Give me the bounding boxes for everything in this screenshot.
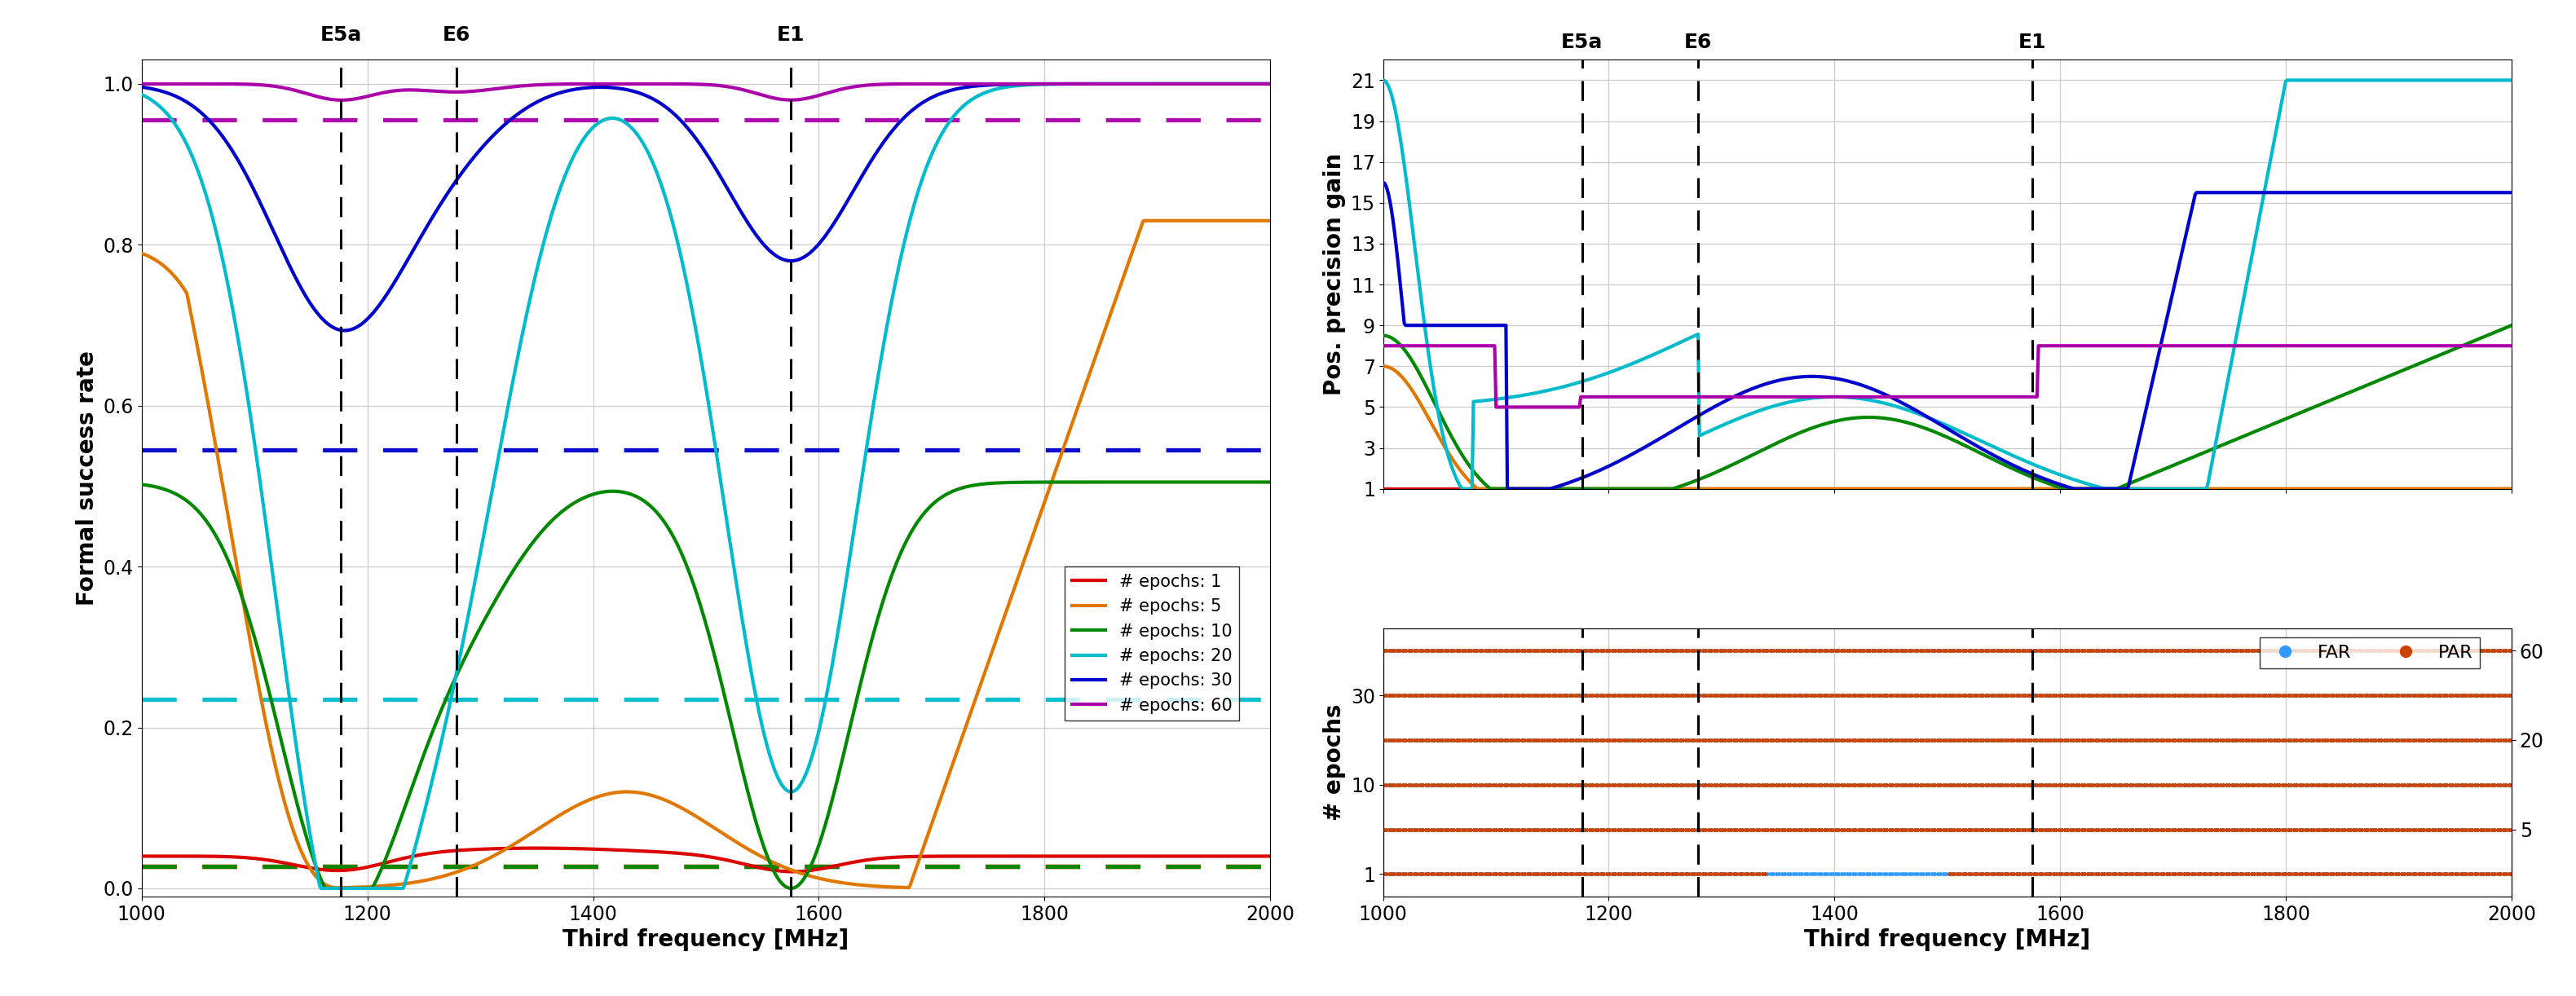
Legend: # epochs: 1, # epochs: 5, # epochs: 10, # epochs: 20, # epochs: 30, # epochs: 60: # epochs: 1, # epochs: 5, # epochs: 10, … [1064,567,1239,720]
Text: E1: E1 [778,25,806,45]
X-axis label: Third frequency [MHz]: Third frequency [MHz] [562,928,850,951]
Text: E5a: E5a [1561,33,1602,52]
X-axis label: Third frequency [MHz]: Third frequency [MHz] [1803,928,2092,951]
Legend: FAR, PAR: FAR, PAR [2259,637,2481,668]
Text: E6: E6 [1685,33,1710,52]
Y-axis label: # epochs: # epochs [1324,704,1347,821]
Text: E5a: E5a [319,25,361,45]
Text: E6: E6 [443,25,471,45]
Text: E1: E1 [2020,33,2045,52]
Y-axis label: Pos. precision gain: Pos. precision gain [1324,153,1347,395]
Y-axis label: Formal success rate: Formal success rate [75,351,98,606]
